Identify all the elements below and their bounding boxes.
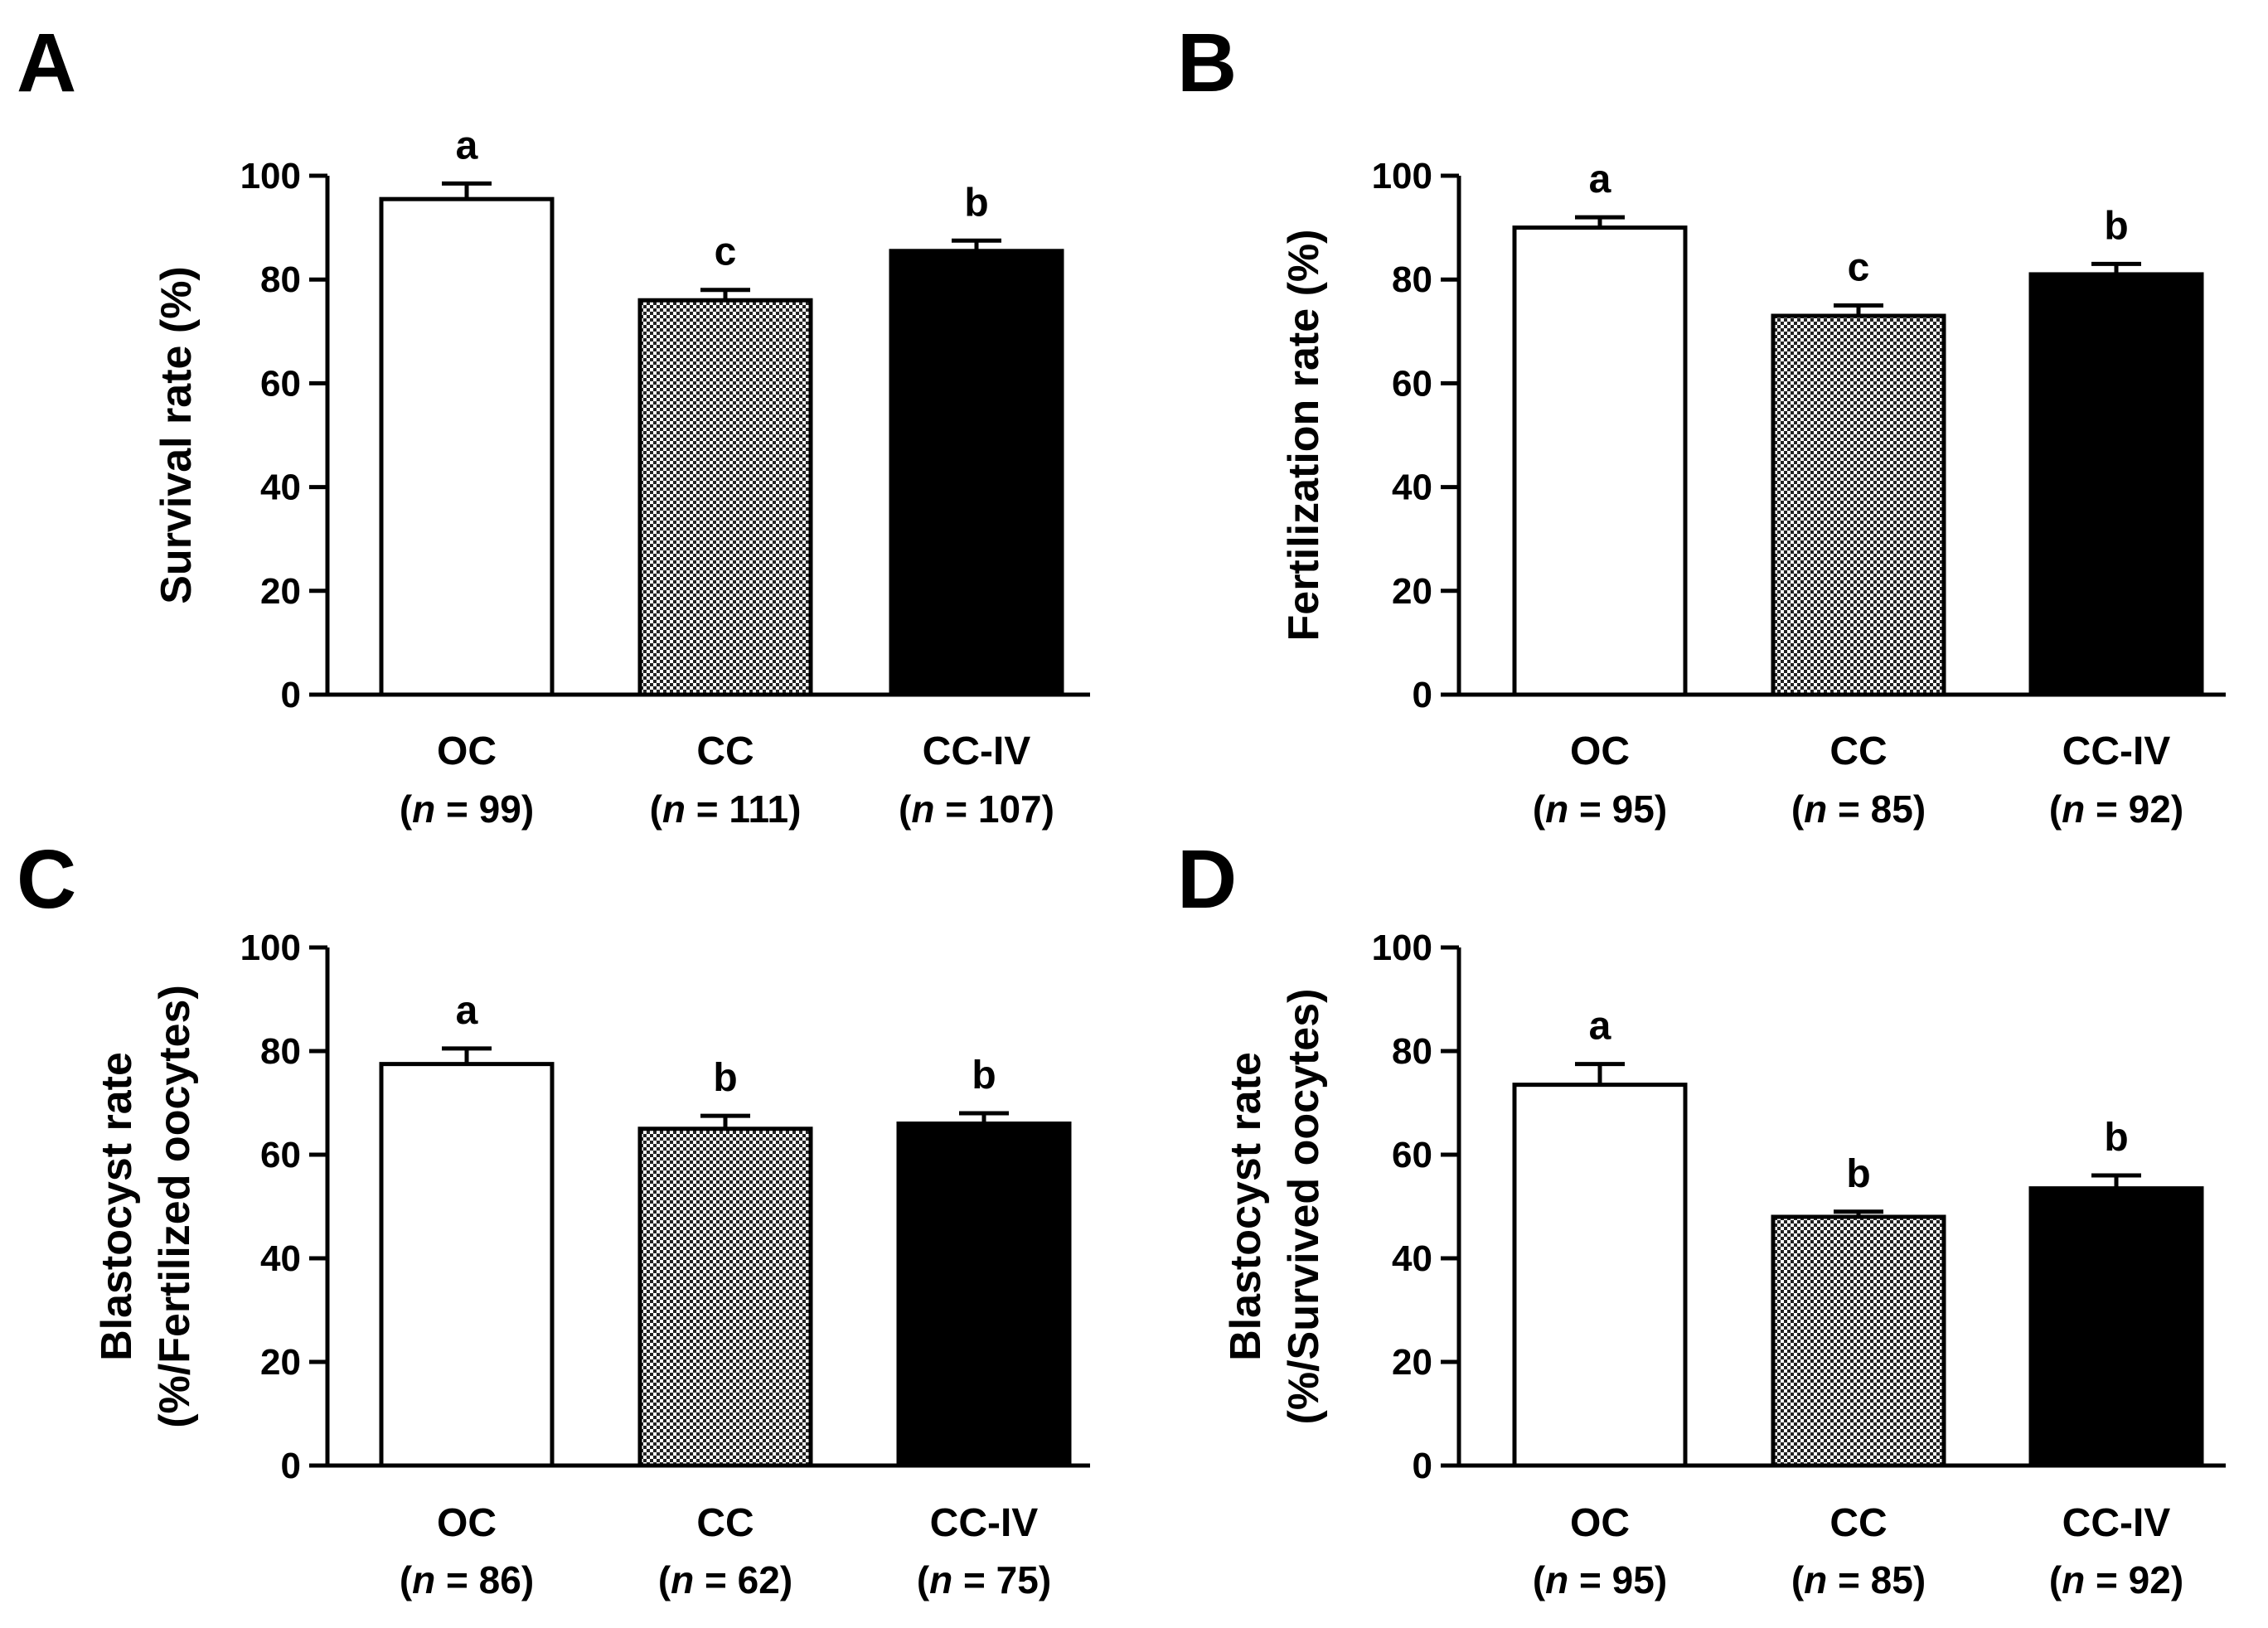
bar-d-oc <box>1512 1083 1688 1468</box>
y-tick-label-b-2: 40 <box>1392 468 1432 508</box>
n-label-a-oc: (n = 99) <box>400 787 534 831</box>
bar-c-cc <box>637 1127 813 1468</box>
sig-letter-d-cc: b <box>1846 1152 1870 1196</box>
panel-letter-a: A <box>17 17 76 109</box>
n-label-d-cc-iv: (n = 92) <box>2049 1558 2183 1601</box>
n-label-d-oc: (n = 95) <box>1533 1558 1667 1601</box>
bar-c-oc <box>379 1062 555 1468</box>
sig-letter-d-oc: a <box>1589 1005 1611 1049</box>
n-label-c-oc: (n = 86) <box>400 1558 534 1601</box>
bar-b-oc <box>1512 225 1688 697</box>
panel-c: C 0 20 40 60 80 100 Blastocyst rate (%/Fertilize… <box>17 833 1090 1601</box>
y-tick-label-c-3: 60 <box>260 1135 301 1175</box>
y-tick-label-a-4: 80 <box>260 259 301 300</box>
category-label-c-cc-iv: CC-IV <box>930 1501 1039 1545</box>
y-tick-label-d-0: 0 <box>1413 1446 1432 1486</box>
category-label-a-cc: CC <box>696 729 754 773</box>
y-tick-label-a-3: 60 <box>260 363 301 404</box>
y-tick-label-d-5: 100 <box>1372 928 1432 968</box>
sig-letter-c-cc-iv: b <box>972 1054 996 1097</box>
n-label-b-oc: (n = 95) <box>1533 787 1667 831</box>
y-axis-label-d: Blastocyst rate <box>1222 1052 1270 1361</box>
panel-letter-d: D <box>1177 833 1237 926</box>
y-tick-label-d-3: 60 <box>1392 1135 1432 1175</box>
y-axis-label-a: Survival rate (%) <box>153 266 201 604</box>
panel-b: B 0 20 40 60 80 100 Fertilization rate (%) a OC (n… <box>1177 17 2226 831</box>
category-label-d-oc: OC <box>1570 1501 1630 1545</box>
y-tick-label-c-1: 20 <box>260 1342 301 1383</box>
y-tick-label-b-1: 20 <box>1392 571 1432 612</box>
n-label-c-cc: (n = 62) <box>658 1558 792 1601</box>
y-tick-label-b-3: 60 <box>1392 363 1432 404</box>
y-tick-label-d-1: 20 <box>1392 1342 1432 1383</box>
y-tick-label-a-0: 0 <box>281 675 301 715</box>
category-label-c-cc: CC <box>696 1501 754 1545</box>
category-label-a-oc: OC <box>437 729 497 773</box>
sig-letter-b-oc: a <box>1589 157 1611 201</box>
y-tick-label-b-5: 100 <box>1372 156 1432 196</box>
sig-letter-c-oc: a <box>456 989 478 1033</box>
y-axis-label-2-d: (%/Survived oocytes) <box>1280 989 1328 1425</box>
y-tick-label-b-0: 0 <box>1413 675 1432 715</box>
n-label-b-cc-iv: (n = 92) <box>2049 787 2183 831</box>
y-axis-label-b: Fertilization rate (%) <box>1280 230 1328 642</box>
y-tick-label-d-2: 40 <box>1392 1238 1432 1279</box>
bar-a-cc-iv <box>889 249 1064 697</box>
sig-letter-a-cc-iv: b <box>964 181 988 225</box>
y-tick-label-b-4: 80 <box>1392 259 1432 300</box>
y-tick-label-c-2: 40 <box>260 1238 301 1279</box>
y-tick-label-a-5: 100 <box>240 156 301 196</box>
y-tick-label-a-2: 40 <box>260 468 301 508</box>
sig-letter-a-oc: a <box>456 124 478 167</box>
y-tick-label-a-1: 20 <box>260 571 301 612</box>
y-tick-label-d-4: 80 <box>1392 1031 1432 1072</box>
bar-a-cc <box>637 298 813 697</box>
bar-d-cc-iv <box>2028 1186 2204 1468</box>
y-axis-label-2-c: (%/Fertilized oocytes) <box>151 985 199 1428</box>
n-label-c-cc-iv: (n = 75) <box>917 1558 1051 1601</box>
category-label-a-cc-iv: CC-IV <box>923 729 1031 773</box>
category-label-c-oc: OC <box>437 1501 497 1545</box>
panel-a: A 0 20 40 60 80 100 Survival rate (%) a OC (n = 99… <box>17 17 1090 831</box>
category-label-d-cc: CC <box>1829 1501 1887 1545</box>
n-label-a-cc: (n = 111) <box>650 787 802 831</box>
panel-letter-b: B <box>1177 17 1237 109</box>
n-label-b-cc: (n = 85) <box>1791 787 1926 831</box>
category-label-d-cc-iv: CC-IV <box>2062 1501 2171 1545</box>
sig-letter-a-cc: c <box>715 230 737 274</box>
sig-letter-c-cc: b <box>713 1056 737 1100</box>
bar-c-cc-iv <box>896 1122 1072 1468</box>
category-label-b-cc-iv: CC-IV <box>2062 729 2171 773</box>
category-label-b-cc: CC <box>1829 729 1887 773</box>
bar-b-cc <box>1771 313 1946 697</box>
n-label-a-cc-iv: (n = 107) <box>899 787 1054 831</box>
sig-letter-b-cc: c <box>1848 246 1870 290</box>
y-tick-label-c-5: 100 <box>240 928 301 968</box>
panel-letter-c: C <box>17 833 76 926</box>
y-tick-label-c-4: 80 <box>260 1031 301 1072</box>
panel-d: D 0 20 40 60 80 100 Blastocyst rate (%/Survived … <box>1177 833 2226 1601</box>
y-axis-label-c: Blastocyst rate <box>93 1052 141 1361</box>
sig-letter-d-cc-iv: b <box>2104 1116 2128 1160</box>
bar-b-cc-iv <box>2028 272 2204 697</box>
bar-a-oc <box>379 196 555 697</box>
n-label-d-cc: (n = 85) <box>1791 1558 1926 1601</box>
sig-letter-b-cc-iv: b <box>2104 204 2128 248</box>
category-label-b-oc: OC <box>1570 729 1630 773</box>
y-tick-label-c-0: 0 <box>281 1446 301 1486</box>
bar-d-cc <box>1771 1214 1946 1468</box>
